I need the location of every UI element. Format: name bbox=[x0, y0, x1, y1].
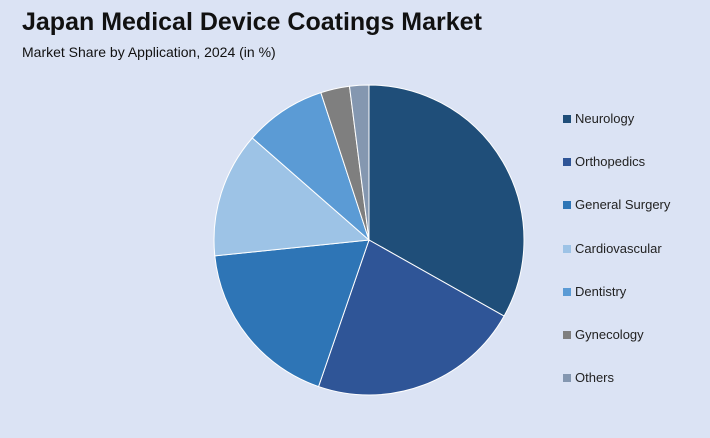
legend-label-dentistry: Dentistry bbox=[575, 283, 627, 299]
legend-item-cardiovascular: Cardiovascular bbox=[563, 240, 670, 283]
legend-item-others: Others bbox=[563, 369, 670, 412]
legend-swatch-neurology bbox=[563, 115, 571, 123]
legend-label-cardiovascular: Cardiovascular bbox=[575, 240, 662, 256]
legend-swatch-dentistry bbox=[563, 287, 571, 296]
legend-item-general-surgery: General Surgery bbox=[563, 196, 670, 239]
legend-label-general-surgery: General Surgery bbox=[575, 197, 671, 213]
chart-legend: Neurology Orthopedics General Surgery Cardi… bbox=[563, 110, 670, 412]
legend-label-orthopedics: Orthopedics bbox=[575, 154, 646, 170]
legend-item-dentistry: Dentistry bbox=[563, 283, 670, 326]
legend-label-gynecology: Gynecology bbox=[575, 326, 644, 342]
pie-slice-neurology bbox=[368, 84, 525, 317]
legend-item-gynecology: Gynecology bbox=[563, 326, 670, 369]
legend-swatch-cardiovascular bbox=[563, 244, 571, 253]
legend-swatch-orthopedics bbox=[563, 158, 571, 167]
legend-swatch-others bbox=[563, 374, 571, 383]
legend-label-neurology: Neurology bbox=[575, 111, 635, 126]
pie-slice-cardiovascular bbox=[213, 137, 371, 257]
pie-slice-dentistry bbox=[251, 92, 371, 242]
pie-slice-orthopedics bbox=[317, 239, 505, 396]
chart-subtitle: Market Share by Application, 2024 (in %) bbox=[22, 44, 276, 60]
legend-swatch-general-surgery bbox=[563, 201, 571, 210]
legend-label-others: Others bbox=[575, 370, 615, 386]
pie-slice-others bbox=[348, 84, 370, 241]
legend-item-orthopedics: Orthopedics bbox=[563, 153, 670, 196]
legend-swatch-gynecology bbox=[563, 330, 571, 339]
legend-item-neurology: Neurology bbox=[563, 110, 670, 153]
chart-title: Japan Medical Device Coatings Market bbox=[22, 8, 482, 36]
pie-slice-general-surgery bbox=[214, 239, 370, 388]
